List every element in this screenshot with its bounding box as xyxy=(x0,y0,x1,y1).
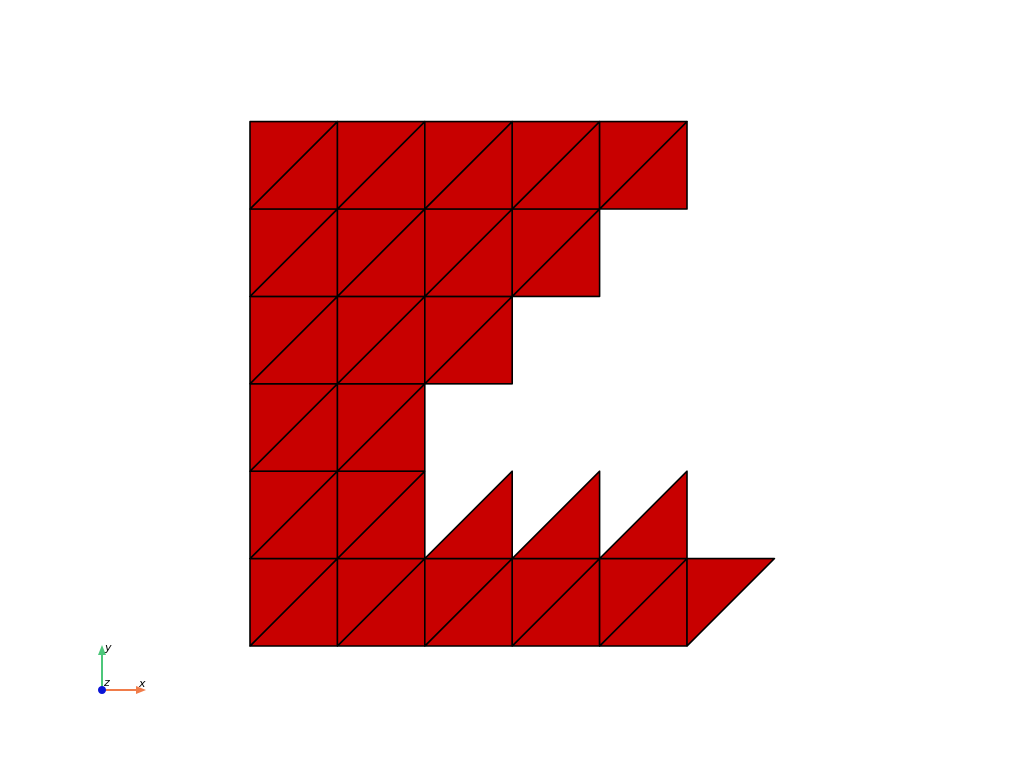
x-axis-arrowhead xyxy=(136,686,146,694)
y-axis-arrowhead xyxy=(98,645,106,655)
mesh-triangle-lower xyxy=(423,470,514,560)
axes-orientation-widget: y x z xyxy=(98,641,146,694)
y-axis-label: y xyxy=(104,641,112,654)
mesh-triangle-lower xyxy=(511,470,601,560)
mesh-triangle-upper xyxy=(423,120,514,210)
triangle-mesh xyxy=(249,120,776,647)
mesh-triangle-upper xyxy=(511,120,601,210)
mesh-triangle-upper xyxy=(336,120,426,210)
z-axis-dot xyxy=(98,686,106,694)
mesh-triangle-upper xyxy=(249,120,339,210)
mesh-triangle-lower xyxy=(598,470,688,560)
z-axis-label: z xyxy=(103,676,110,689)
mesh-triangle-upper xyxy=(598,120,688,210)
mesh-triangle-upper xyxy=(686,557,776,647)
x-axis-label: x xyxy=(138,677,146,690)
